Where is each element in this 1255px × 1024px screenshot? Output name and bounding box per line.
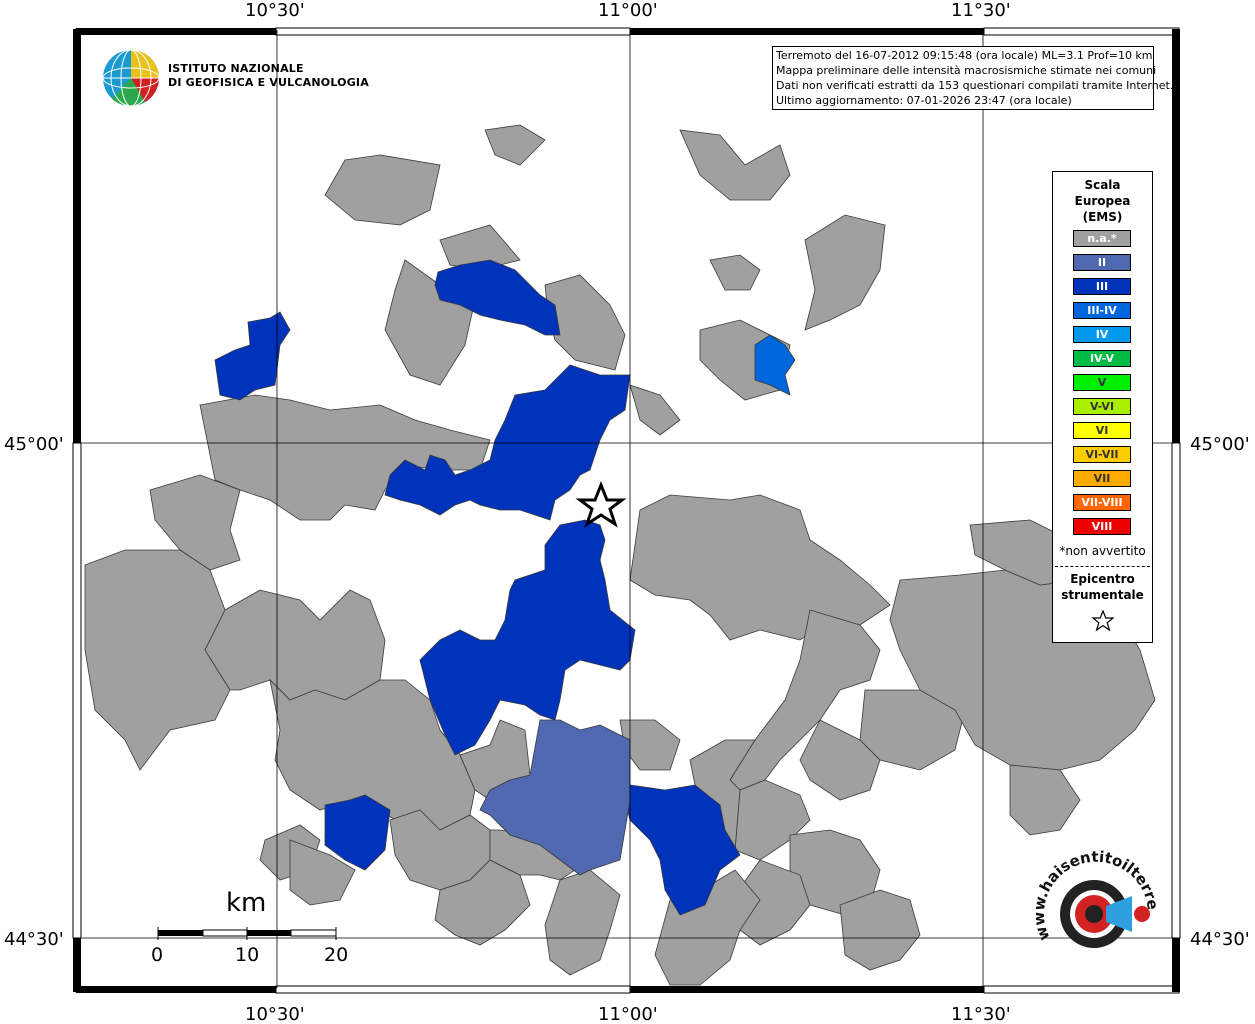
legend-title-3: (EMS) — [1082, 210, 1123, 224]
legend-epicenter-line-1: Epicentro — [1070, 572, 1135, 586]
graticule — [77, 30, 1175, 988]
star-icon — [1091, 609, 1115, 636]
legend-title-1: Scala — [1084, 178, 1121, 192]
legend-epicenter-line-2: strumentale — [1061, 588, 1144, 602]
legend-item: IV-V — [1073, 350, 1131, 367]
legend-item: n.a.* — [1073, 230, 1131, 247]
legend-title-2: Europea — [1074, 194, 1131, 208]
event-info-line-1: Terremoto del 16-07-2012 09:15:48 (ora l… — [776, 49, 1153, 62]
ems-legend: Scala Europea (EMS) n.a.* II III III-IV IV IV… — [1052, 171, 1153, 643]
lon-label-bottom-3: 11°30' — [951, 1004, 1011, 1024]
legend-note: *non avvertito — [1059, 544, 1146, 558]
legend-item: II — [1073, 254, 1131, 271]
institute-line-1: ISTITUTO NAZIONALE — [168, 62, 304, 75]
legend-item: VII — [1073, 470, 1131, 487]
event-info-line-4: Ultimo aggiornamento: 07-01-2026 23:47 (… — [776, 94, 1072, 107]
legend-item: VI-VII — [1073, 446, 1131, 463]
institute-name: ISTITUTO NAZIONALE DI GEOFISICA E VULCAN… — [168, 62, 369, 90]
legend-item: III — [1073, 278, 1131, 295]
scale-bar — [157, 927, 337, 940]
lat-label-left-1: 45°00' — [4, 434, 64, 455]
lon-label-bottom-1: 10°30' — [245, 1004, 305, 1024]
municipalities-iii-iv — [754, 334, 796, 396]
lon-label-top-2: 11°00' — [598, 0, 658, 21]
event-info-line-3: Dati non verificati estratti da 153 ques… — [776, 79, 1174, 92]
legend-item: VII-VIII — [1073, 494, 1131, 511]
legend-separator — [1055, 566, 1150, 567]
lat-label-right-1: 45°00' — [1190, 434, 1250, 455]
legend-item: VI — [1073, 422, 1131, 439]
scale-tick-10: 10 — [235, 944, 260, 966]
epicenter-star-icon — [575, 480, 627, 528]
legend-item: V — [1073, 374, 1131, 391]
municipalities-iii — [214, 259, 741, 916]
seismometer-logo-icon: www.haisentitoilterremoto.it — [1028, 834, 1166, 982]
event-info-box: Terremoto del 16-07-2012 09:15:48 (ora l… — [772, 46, 1174, 110]
scale-tick-20: 20 — [324, 944, 349, 966]
legend-epicenter-label: Epicentro strumentale — [1053, 571, 1152, 603]
lat-label-left-2: 44°30' — [4, 929, 64, 950]
lon-label-bottom-2: 11°00' — [598, 1004, 658, 1024]
legend-title: Scala Europea (EMS) — [1053, 177, 1152, 225]
ingv-globe-icon — [100, 47, 162, 113]
lon-label-top-1: 10°30' — [245, 0, 305, 21]
municipalities-ii — [479, 719, 631, 876]
legend-item: III-IV — [1073, 302, 1131, 319]
scale-unit: km — [226, 888, 267, 918]
lat-label-right-2: 44°30' — [1190, 929, 1250, 950]
lon-label-top-3: 11°30' — [951, 0, 1011, 21]
legend-item: V-VI — [1073, 398, 1131, 415]
scale-tick-0: 0 — [151, 944, 164, 966]
institute-line-2: DI GEOFISICA E VULCANOLOGIA — [168, 76, 369, 89]
legend-item: VIII — [1073, 518, 1131, 535]
legend-item: IV — [1073, 326, 1131, 343]
event-info-line-2: Mappa preliminare delle intensità macros… — [776, 64, 1157, 77]
